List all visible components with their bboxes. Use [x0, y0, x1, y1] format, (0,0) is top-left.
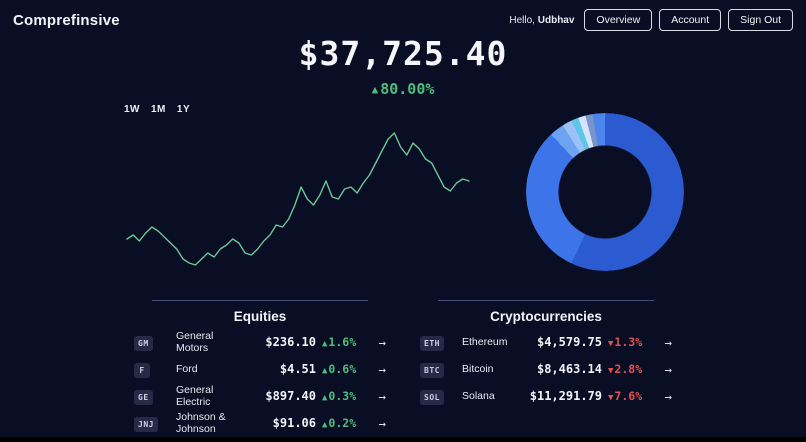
table-row[interactable]: BTC Bitcoin $8,463.14 ▼2.8% → — [420, 360, 672, 378]
timeframe-1w[interactable]: 1W — [124, 104, 140, 115]
asset-name: Ford — [176, 363, 198, 375]
sign-out-button[interactable]: Sign Out — [728, 9, 793, 31]
charts-row: 1W 1M 1Y — [0, 102, 806, 288]
asset-price: $11,291.79 — [529, 389, 602, 403]
portfolio-summary: $37,725.40 ▲ 80.00% — [0, 34, 806, 98]
asset-name: General Electric — [176, 384, 214, 408]
asset-change: ▲0.2% — [322, 416, 357, 430]
ticker-badge: GE — [134, 390, 153, 405]
up-triangle-icon: ▲ — [322, 420, 328, 430]
crypto-title: Cryptocurrencies — [490, 309, 602, 324]
table-row[interactable]: F Ford $4.51 ▲0.6% → — [134, 360, 386, 378]
equities-table: Equities GM General Motors $236.10 ▲1.6%… — [134, 300, 386, 437]
ticker-badge: GM — [134, 336, 153, 351]
top-right-nav: Hello, Udbhav Overview Account Sign Out — [509, 9, 793, 31]
arrow-right-icon[interactable]: → — [378, 415, 386, 431]
portfolio-line-chart — [126, 132, 470, 266]
table-row[interactable]: JNJ Johnson & Johnson $91.06 ▲0.2% → — [134, 411, 386, 435]
up-triangle-icon: ▲ — [371, 83, 379, 96]
table-row[interactable]: ETH Ethereum $4,579.75 ▼1.3% → — [420, 333, 672, 351]
up-triangle-icon: ▲ — [322, 393, 328, 403]
arrow-right-icon[interactable]: → — [378, 334, 386, 350]
greeting-username: Udbhav — [537, 14, 575, 26]
asset-change: ▼7.6% — [608, 389, 643, 403]
crypto-table: Cryptocurrencies ETH Ethereum $4,579.75 … — [420, 300, 672, 437]
asset-name: Ethereum — [462, 336, 508, 348]
overview-button[interactable]: Overview — [584, 9, 653, 31]
asset-change: ▲0.3% — [322, 389, 357, 403]
asset-name: General Motors — [176, 330, 214, 354]
asset-tables: Equities GM General Motors $236.10 ▲1.6%… — [0, 300, 806, 437]
divider — [437, 300, 655, 301]
portfolio-change-percent: 80.00% — [380, 80, 435, 98]
up-triangle-icon: ▲ — [322, 339, 328, 349]
arrow-right-icon[interactable]: → — [378, 361, 386, 377]
timeframe-selector: 1W 1M 1Y — [124, 104, 474, 115]
equities-title: Equities — [233, 309, 287, 324]
divider — [151, 300, 369, 301]
ticker-badge: SOL — [420, 390, 444, 405]
brand-logo: Comprefinsive — [13, 11, 120, 29]
asset-name: Bitcoin — [462, 363, 494, 375]
greeting: Hello, Udbhav — [509, 14, 575, 26]
asset-price: $236.10 — [265, 335, 316, 349]
account-button[interactable]: Account — [659, 9, 722, 31]
asset-price: $4,579.75 — [536, 335, 602, 349]
ticker-badge: F — [134, 363, 150, 378]
table-row[interactable]: GE General Electric $897.40 ▲0.3% → — [134, 384, 386, 408]
top-bar: Comprefinsive Hello, Udbhav Overview Acc… — [0, 0, 806, 33]
down-triangle-icon: ▼ — [608, 393, 614, 403]
line-chart-panel: 1W 1M 1Y — [122, 102, 474, 282]
arrow-right-icon[interactable]: → — [664, 361, 672, 377]
ticker-badge: BTC — [420, 363, 444, 378]
asset-price: $8,463.14 — [536, 362, 602, 376]
up-triangle-icon: ▲ — [322, 366, 328, 376]
asset-change: ▲1.6% — [322, 335, 357, 349]
arrow-right-icon[interactable]: → — [378, 388, 386, 404]
allocation-donut-chart — [526, 113, 684, 271]
asset-change: ▲0.6% — [322, 362, 357, 376]
ticker-badge: JNJ — [134, 417, 158, 432]
ticker-badge: ETH — [420, 336, 444, 351]
asset-name: Solana — [462, 390, 495, 402]
asset-name: Johnson & Johnson — [176, 411, 226, 435]
arrow-right-icon[interactable]: → — [664, 334, 672, 350]
arrow-right-icon[interactable]: → — [664, 388, 672, 404]
down-triangle-icon: ▼ — [608, 366, 614, 376]
table-row[interactable]: GM General Motors $236.10 ▲1.6% → — [134, 330, 386, 354]
asset-change: ▼2.8% — [608, 362, 643, 376]
down-triangle-icon: ▼ — [608, 339, 614, 349]
asset-price: $91.06 — [272, 416, 316, 430]
asset-price: $4.51 — [279, 362, 316, 376]
asset-price: $897.40 — [265, 389, 316, 403]
timeframe-1m[interactable]: 1M — [151, 104, 166, 115]
portfolio-change: ▲ 80.00% — [0, 80, 806, 98]
timeframe-1y[interactable]: 1Y — [176, 104, 191, 115]
portfolio-total-value: $37,725.40 — [298, 34, 508, 73]
asset-change: ▼1.3% — [608, 335, 643, 349]
table-row[interactable]: SOL Solana $11,291.79 ▼7.6% → — [420, 387, 672, 405]
